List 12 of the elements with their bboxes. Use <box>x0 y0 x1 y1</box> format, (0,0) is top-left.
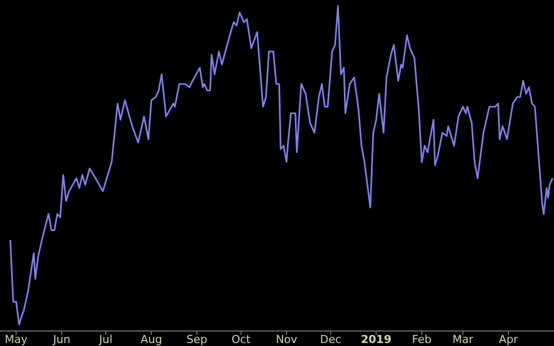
x-tick-label: Sep <box>186 333 208 346</box>
x-tick-label: Aug <box>140 333 162 346</box>
x-tick-label: Mar <box>452 333 474 346</box>
x-tick-label: Jun <box>52 333 70 346</box>
x-tick-label: Oct <box>231 333 252 346</box>
x-tick-label: Nov <box>276 333 298 346</box>
x-tick-label: 2019 <box>360 333 392 346</box>
x-tick-label: Dec <box>320 333 342 346</box>
x-tick-label: May <box>4 333 28 346</box>
x-tick-label: Feb <box>412 333 432 346</box>
x-tick-label: Jul <box>98 333 112 346</box>
x-tick-label: Apr <box>498 333 518 346</box>
